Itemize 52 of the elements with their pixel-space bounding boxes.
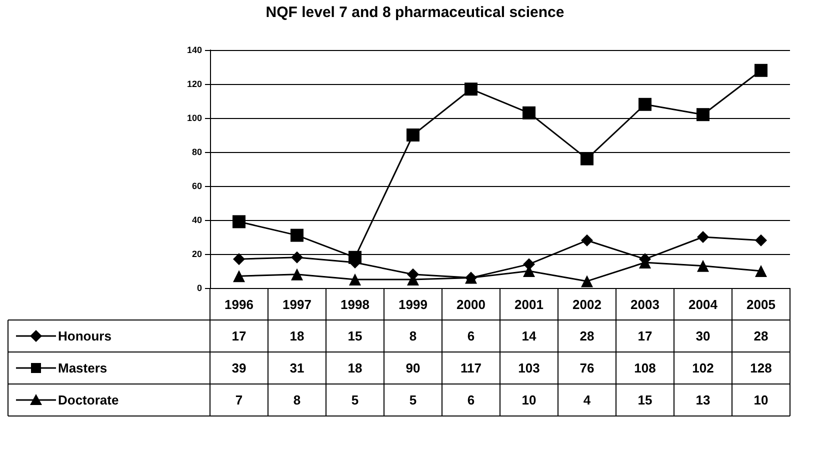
x-tick-label: 2000 [456, 297, 486, 312]
x-tick-label: 2004 [688, 297, 718, 312]
x-tick-label: 1996 [224, 297, 254, 312]
data-label: 4 [583, 392, 592, 408]
data-label: 28 [754, 328, 768, 344]
data-label: 90 [406, 360, 420, 376]
y-tick-label: 40 [192, 215, 202, 225]
data-label: 103 [518, 360, 540, 376]
legend-label: Masters [58, 360, 108, 376]
y-tick-label: 0 [196, 283, 202, 293]
data-label: 8 [293, 392, 301, 408]
data-label: 10 [754, 392, 768, 408]
x-tick-label: 1999 [398, 297, 428, 312]
data-label: 5 [351, 392, 359, 408]
y-tick-label: 80 [192, 147, 202, 157]
y-tick-label: 20 [192, 249, 202, 259]
data-label: 17 [232, 328, 246, 344]
data-label: 17 [638, 328, 652, 344]
data-label: 102 [692, 360, 714, 376]
data-label: 31 [290, 360, 304, 376]
data-label: 13 [696, 392, 710, 408]
x-tick-label: 1997 [282, 297, 312, 312]
data-label: 18 [348, 360, 362, 376]
data-label: 5 [409, 392, 417, 408]
data-label: 108 [634, 360, 656, 376]
x-tick-label: 1998 [340, 297, 370, 312]
data-label: 8 [409, 328, 417, 344]
data-label: 15 [638, 392, 652, 408]
data-label: 6 [467, 328, 475, 344]
data-label: 14 [522, 328, 537, 344]
x-tick-label: 2001 [514, 297, 544, 312]
x-tick-label: 2003 [630, 297, 660, 312]
data-label: 30 [696, 328, 710, 344]
data-label: 10 [522, 392, 536, 408]
x-tick-label: 2005 [746, 297, 776, 312]
y-tick-label: 60 [192, 181, 202, 191]
data-label: 7 [235, 392, 243, 408]
y-tick-label: 140 [186, 45, 202, 55]
legend-label: Honours [58, 328, 112, 344]
y-tick-label: 100 [186, 113, 202, 123]
data-label: 15 [348, 328, 362, 344]
data-label: 18 [290, 328, 304, 344]
data-label: 39 [232, 360, 246, 376]
data-label: 76 [580, 360, 594, 376]
chart-title: NQF level 7 and 8 pharmaceutical science [266, 4, 564, 21]
legend-label: Doctorate [58, 392, 119, 408]
data-label: 28 [580, 328, 594, 344]
x-tick-label: 2002 [572, 297, 602, 312]
data-label: 117 [460, 360, 482, 376]
y-tick-label: 120 [186, 79, 202, 89]
data-label: 128 [750, 360, 772, 376]
data-label: 6 [467, 392, 475, 408]
